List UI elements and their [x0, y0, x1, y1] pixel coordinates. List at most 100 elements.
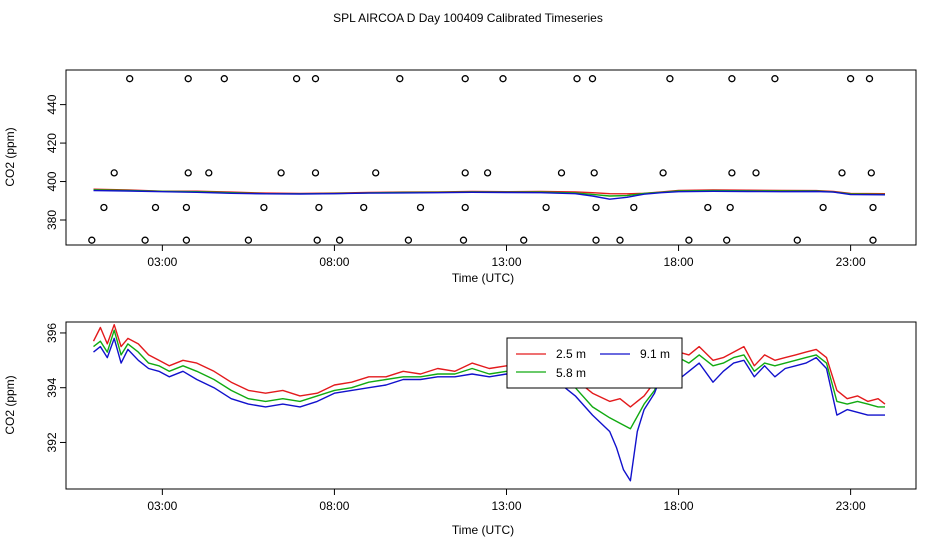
top-data-marker — [182, 236, 191, 244]
top-data-marker — [726, 203, 734, 212]
figure-title: SPL AIRCOA D Day 100409 Calibrated Times… — [333, 11, 603, 25]
top-data-marker — [616, 236, 624, 244]
top-data-marker — [461, 203, 469, 212]
bottom-series-line-2-5-m — [92, 324, 886, 408]
top-data-marker — [260, 203, 268, 212]
top-data-marker — [151, 203, 160, 212]
legend-label-9-1m: 9.1 m — [640, 347, 670, 361]
bottom-y-axis: 392 394 396 — [45, 323, 66, 452]
bottom-x-tick-label: 08:00 — [319, 499, 349, 513]
top-data-marker — [311, 169, 320, 177]
bottom-x-tick-label: 03:00 — [147, 499, 177, 513]
top-data-marker — [685, 236, 693, 244]
top-x-tick-label: 13:00 — [491, 255, 521, 269]
top-data-marker — [573, 75, 581, 83]
top-data-marker — [666, 75, 674, 83]
top-data-marker — [723, 236, 731, 244]
top-series-layer — [93, 188, 886, 200]
legend-label-5-8m: 5.8 m — [556, 366, 586, 380]
top-data-marker — [542, 203, 550, 212]
top-data-marker — [459, 236, 468, 244]
top-data-marker — [126, 75, 134, 83]
bottom-y-tick-label: 394 — [45, 377, 59, 397]
top-data-marker — [704, 203, 712, 212]
top-data-marker — [865, 75, 874, 83]
bottom-x-tick-label: 13:00 — [491, 499, 521, 513]
bottom-y-axis-label: CO2 (ppm) — [3, 375, 17, 434]
top-markers-layer — [88, 75, 877, 244]
top-data-marker — [630, 203, 638, 212]
bottom-x-axis-label: Time (UTC) — [452, 523, 514, 537]
top-x-axis-label: Time (UTC) — [452, 271, 514, 285]
top-data-marker — [846, 75, 855, 83]
top-data-marker — [100, 203, 108, 212]
top-data-marker — [313, 236, 321, 244]
top-data-marker — [771, 75, 779, 83]
top-data-marker — [588, 75, 597, 83]
bottom-series-layer — [92, 324, 886, 482]
top-panel: 03:00 08:00 13:00 18:00 23:00 380 400 420 440 T… — [3, 69, 917, 285]
bottom-panel: 03:00 08:00 13:00 18:00 23:00 392 394 396 Time… — [3, 321, 917, 537]
top-data-marker — [499, 75, 507, 83]
legend-box — [506, 337, 683, 389]
top-data-marker — [277, 169, 285, 177]
top-x-tick-label: 18:00 — [664, 255, 694, 269]
bottom-y-tick-label: 396 — [45, 323, 59, 343]
top-data-marker — [184, 75, 192, 83]
top-data-marker — [184, 169, 192, 177]
top-x-axis: 03:00 08:00 13:00 18:00 23:00 — [147, 245, 866, 269]
top-data-marker — [360, 203, 368, 212]
top-data-marker — [335, 236, 344, 244]
top-data-marker — [461, 169, 469, 177]
top-y-axis-label: CO2 (ppm) — [3, 127, 17, 186]
top-data-marker — [659, 169, 667, 177]
top-data-marker — [205, 169, 213, 177]
bottom-series-line-9-1-m — [93, 337, 885, 482]
top-data-marker — [461, 75, 469, 83]
top-data-marker — [315, 203, 323, 212]
top-data-marker — [244, 236, 253, 244]
top-data-marker — [838, 169, 846, 177]
top-data-marker — [867, 169, 875, 177]
bottom-x-tick-label: 18:00 — [664, 499, 694, 513]
top-x-tick-label: 08:00 — [319, 255, 349, 269]
top-y-tick-label: 420 — [45, 133, 59, 153]
top-y-axis: 380 400 420 440 — [45, 94, 66, 230]
top-data-marker — [819, 203, 827, 212]
top-x-tick-label: 23:00 — [836, 255, 866, 269]
top-data-marker — [752, 169, 760, 177]
top-data-marker — [483, 169, 492, 177]
bottom-x-axis: 03:00 08:00 13:00 18:00 23:00 — [147, 489, 866, 513]
top-y-tick-label: 400 — [45, 171, 59, 191]
top-data-marker — [110, 169, 118, 177]
top-data-marker — [396, 75, 404, 83]
top-data-marker — [416, 203, 425, 212]
top-y-tick-label: 380 — [45, 210, 59, 230]
top-series-line-9-1-m — [93, 189, 886, 200]
top-data-marker — [728, 169, 736, 177]
top-data-marker — [220, 75, 228, 83]
bottom-x-tick-label: 23:00 — [836, 499, 866, 513]
top-data-marker — [590, 169, 598, 177]
top-data-marker — [311, 75, 320, 83]
top-data-marker — [869, 203, 877, 212]
top-data-marker — [292, 75, 301, 83]
top-data-marker — [557, 169, 566, 177]
legend-label-2-5m: 2.5 m — [556, 347, 586, 361]
top-y-tick-label: 440 — [45, 94, 59, 114]
top-plot-frame — [65, 69, 917, 246]
top-data-marker — [592, 236, 600, 244]
bottom-y-tick-label: 392 — [45, 432, 59, 452]
top-data-marker — [372, 169, 380, 177]
top-data-marker — [404, 236, 413, 244]
top-data-marker — [141, 236, 149, 244]
top-data-marker — [592, 203, 600, 212]
top-x-tick-label: 03:00 — [147, 255, 177, 269]
legend: 2.5 m 5.8 m 9.1 m — [506, 337, 683, 389]
top-data-marker — [728, 75, 736, 83]
bottom-series-line-5-8-m — [93, 329, 885, 430]
top-data-marker — [869, 236, 877, 244]
top-data-marker — [88, 236, 96, 244]
top-data-marker — [520, 236, 528, 244]
